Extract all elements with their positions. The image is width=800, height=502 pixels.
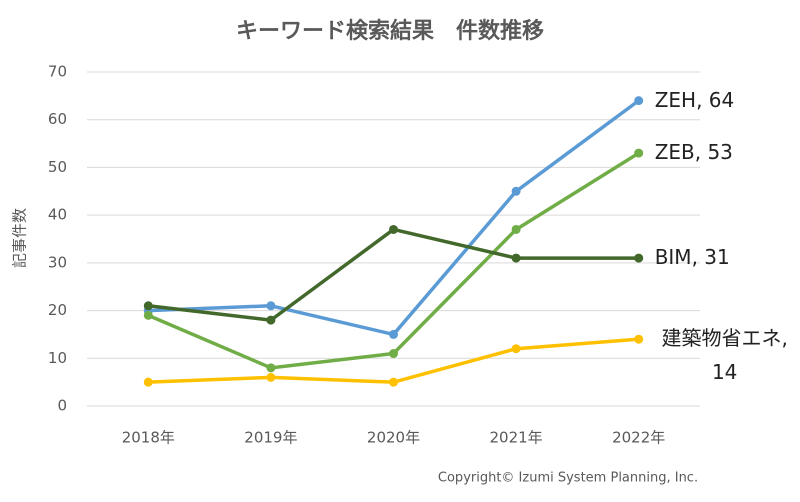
y-tick-label: 50 [48,158,67,176]
x-tick-label: 2021年 [490,429,543,447]
data-point [511,186,521,196]
data-point [389,329,398,339]
data-label: BIM, 31 [654,245,730,270]
copyright: Copyright© Izumi System Planning, Inc. [438,471,698,486]
y-tick-label: 40 [48,206,67,224]
data-point [634,334,644,344]
data-label-box: 建築物省エネ, 14 [661,326,788,385]
y-tick-label: 30 [48,253,67,271]
x-tick-label: 2018年 [122,429,175,447]
data-point [634,96,644,106]
x-tick-label: 2022年 [612,429,665,447]
data-point [266,315,276,325]
y-tick-label: 60 [48,110,67,128]
data-point [143,377,153,387]
y-tick-label: 0 [57,397,67,415]
data-point [389,224,398,234]
data-point [266,372,276,382]
y-tick-label: 20 [48,301,67,319]
data-label-box: BIM, 31 [654,245,730,270]
y-tick-label: 70 [48,63,67,81]
x-tick-label: 2020年 [367,429,420,447]
data-label: ZEH, 64 [654,87,735,112]
x-tick-label: 2019年 [244,429,297,447]
data-point [634,148,644,158]
data-point [143,310,153,320]
data-point [266,363,276,373]
data-point [511,224,521,234]
y-tick-label: 10 [48,349,67,367]
data-point [143,301,153,311]
chart-title: キーワード検索結果 件数推移 [236,18,544,44]
y-axis-label: 記事件数 [11,208,29,268]
data-label: ZEB, 53 [654,140,733,165]
data-point [634,253,644,263]
data-point [511,344,521,354]
data-label-box: ZEH, 64 [654,87,735,112]
data-label: 建築物省エネ, 14 [661,326,788,385]
data-point [389,377,398,387]
data-point [389,349,398,359]
data-point [266,301,276,311]
data-label-box: ZEB, 53 [654,140,733,165]
data-point [511,253,521,263]
